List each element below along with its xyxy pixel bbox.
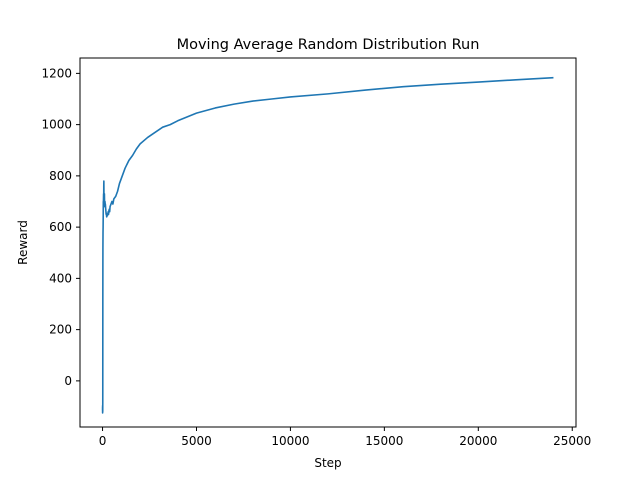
y-tick-label: 800 xyxy=(49,169,72,183)
y-tick-label: 400 xyxy=(49,271,72,285)
y-tick-label: 0 xyxy=(64,374,72,388)
y-axis-label: Reward xyxy=(16,220,30,265)
series-line-0 xyxy=(101,76,554,414)
x-tick-label: 25000 xyxy=(553,434,591,448)
x-tick-label: 0 xyxy=(99,434,107,448)
x-axis-label: Step xyxy=(314,456,341,470)
chart-title: Moving Average Random Distribution Run xyxy=(177,37,480,53)
axes-frame xyxy=(79,57,577,428)
y-tick-label: 600 xyxy=(49,220,72,234)
y-axis: 0 200 400 600 800 1000 1200 xyxy=(41,66,80,388)
x-tick-label: 15000 xyxy=(365,434,403,448)
y-tick-label: 1200 xyxy=(41,66,72,80)
y-tick-label: 1000 xyxy=(41,118,72,132)
series-layer xyxy=(101,76,554,414)
y-tick-label: 200 xyxy=(49,323,72,337)
x-tick-label: 5000 xyxy=(181,434,212,448)
plot-area xyxy=(79,57,577,428)
x-tick-label: 20000 xyxy=(459,434,497,448)
x-tick-label: 10000 xyxy=(271,434,309,448)
x-axis: 0 5000 10000 15000 20000 25000 xyxy=(99,427,591,448)
